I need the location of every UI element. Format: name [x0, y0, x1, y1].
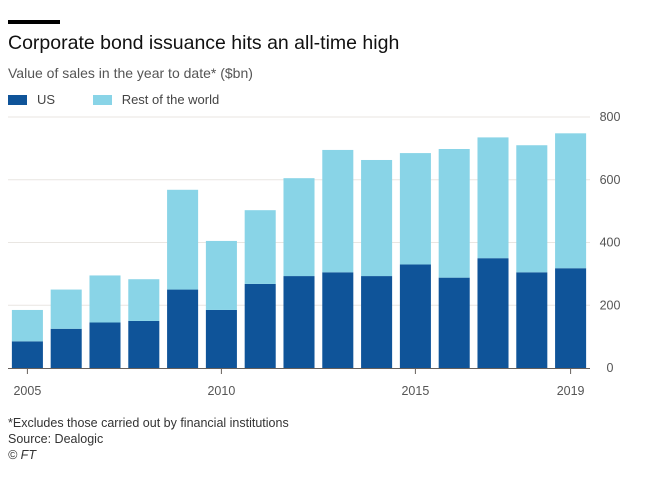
legend-item-us: US: [8, 92, 55, 107]
bar-rest-of-the-world-2018: [516, 145, 548, 273]
bar-us-2008: [128, 320, 160, 368]
legend-label-rest-of-world: Rest of the world: [121, 92, 220, 107]
y-tick-label-0: 0: [607, 361, 614, 375]
bar-rest-of-the-world-2009: [167, 189, 199, 290]
bar-rest-of-the-world-2010: [205, 240, 237, 310]
chart-legend: US Rest of the world: [8, 92, 253, 108]
y-tick-label-200: 200: [600, 298, 621, 312]
bar-us-2014: [361, 276, 393, 368]
bar-rest-of-the-world-2008: [128, 279, 160, 321]
bar-us-2009: [167, 289, 199, 368]
bar-rest-of-the-world-2011: [244, 210, 276, 284]
bar-rest-of-the-world-2019: [555, 133, 587, 269]
bar-us-2015: [399, 264, 431, 368]
bar-rest-of-the-world-2015: [399, 153, 431, 265]
x-tick-label-2005: 2005: [13, 384, 41, 398]
bar-rest-of-the-world-2016: [438, 149, 470, 278]
chart-footer: *Excludes those carried out by financial…: [8, 415, 289, 463]
bar-rest-of-the-world-2006: [50, 289, 82, 329]
y-tick-label-400: 400: [600, 236, 621, 250]
bar-us-2011: [244, 283, 276, 368]
bar-us-2005: [11, 341, 43, 368]
legend-swatch-rest-of-world: [92, 94, 112, 105]
bar-rest-of-the-world-2014: [361, 159, 393, 277]
chart-subtitle: Value of sales in the year to date* ($bn…: [8, 65, 253, 81]
bar-rest-of-the-world-2005: [11, 309, 43, 342]
chart-title: Corporate bond issuance hits an all-time…: [8, 32, 400, 54]
bar-rest-of-the-world-2017: [477, 137, 509, 259]
bar-us-2007: [89, 322, 121, 368]
bar-us-2012: [283, 276, 315, 368]
bar-rest-of-the-world-2012: [283, 178, 315, 277]
bar-us-2010: [205, 309, 237, 368]
x-tick-label-2019: 2019: [557, 384, 585, 398]
footnote-text: *Excludes those carried out by financial…: [8, 416, 289, 430]
y-tick-label-600: 600: [600, 173, 621, 187]
y-tick-label-800: 800: [600, 110, 621, 124]
bar-us-2019: [555, 268, 587, 368]
bar-rest-of-the-world-2007: [89, 275, 121, 323]
legend-swatch-us: [8, 94, 27, 105]
stacked-bar-chart: 0 200 400 600 800 2005 2010 2015 2019: [8, 110, 621, 398]
bar-us-2013: [322, 272, 354, 368]
top-accent-rule: [8, 20, 60, 24]
bar-us-2018: [516, 272, 548, 368]
bar-us-2017: [477, 258, 509, 368]
source-text: Source: Dealogic: [8, 432, 104, 446]
x-tick-label-2015: 2015: [401, 384, 429, 398]
copyright-text: © FT: [8, 448, 36, 462]
x-tick-label-2010: 2010: [207, 384, 235, 398]
bar-rest-of-the-world-2013: [322, 149, 354, 273]
bar-us-2006: [50, 328, 82, 368]
legend-label-us: US: [37, 92, 56, 107]
legend-item-rest-of-world: Rest of the world: [92, 92, 220, 107]
bar-us-2016: [438, 277, 470, 368]
